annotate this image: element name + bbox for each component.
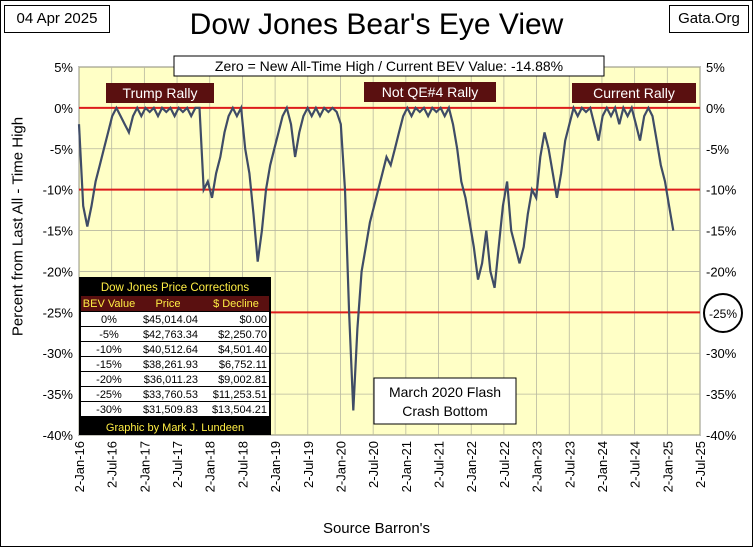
y-tick-label-right: -30% bbox=[706, 346, 737, 361]
y-tick-label-right: -20% bbox=[706, 264, 737, 279]
x-tick-label: 2-Jul-16 bbox=[105, 441, 120, 488]
x-tick-label: 2-Jan-16 bbox=[72, 441, 87, 492]
x-tick-label: 2-Jul-24 bbox=[628, 441, 643, 488]
banner-current-rally-bg bbox=[572, 83, 696, 103]
table-title: Dow Jones Price Corrections bbox=[101, 282, 250, 294]
table-row bbox=[81, 402, 269, 416]
table-cell-price: $36,011.23 bbox=[144, 374, 198, 386]
banner-trump-rally-bg bbox=[106, 83, 214, 103]
annotation-line-1: March 2020 Flash bbox=[389, 384, 501, 400]
y-tick-label: -40% bbox=[43, 428, 74, 443]
table-cell-bev: -10% bbox=[96, 344, 122, 356]
x-axis-label: Source Barron's bbox=[322, 520, 431, 537]
annotation-line-2: Crash Bottom bbox=[402, 403, 488, 419]
current-level-circle bbox=[703, 293, 743, 333]
price-corrections-table: Dow Jones Price Corrections BEV Value Pr… bbox=[79, 277, 271, 435]
table-rows: 0% $45,014.04 $0.00 -5% $42,763.34 $2,250.70 -… bbox=[81, 312, 269, 416]
x-tick-label: 2-Jul-19 bbox=[301, 441, 316, 488]
annotation-box bbox=[373, 377, 517, 425]
table-cell-decline: $13,504.21 bbox=[212, 404, 267, 416]
table-header-decline: $ Decline bbox=[213, 298, 259, 310]
y-tick-label-right: 0% bbox=[706, 101, 725, 116]
x-tick-labels: 2-Jan-16 2-Jul-16 2-Jan-17 2-Jul-17 2-Jan-18… bbox=[72, 441, 708, 492]
banner-not-qe4-rally: Not QE#4 Rally bbox=[382, 84, 478, 100]
y-tick-label: 5% bbox=[54, 60, 73, 75]
x-tick-label: 2-Jan-21 bbox=[399, 441, 414, 492]
table-cell-bev: -15% bbox=[96, 359, 122, 371]
info-box-text: Zero = New All-Time High / Current BEV V… bbox=[215, 58, 563, 74]
site-box: Gata.Org bbox=[669, 5, 749, 33]
y-tick-label: -5% bbox=[50, 142, 74, 157]
table-row bbox=[81, 372, 269, 386]
x-tick-label: 2-Jul-23 bbox=[562, 441, 577, 488]
table-header-price: Price bbox=[155, 298, 180, 310]
table-cell-decline: $4,501.40 bbox=[218, 344, 267, 356]
table-cell-decline: $9,002.81 bbox=[218, 374, 267, 386]
table-cell-bev: -30% bbox=[96, 404, 122, 416]
y-tick-label-right: -10% bbox=[706, 183, 737, 198]
banner-trump-rally: Trump Rally bbox=[123, 85, 198, 101]
series-line bbox=[77, 104, 675, 411]
y-tick-label: -30% bbox=[43, 346, 74, 361]
table-cell-decline: $2,250.70 bbox=[218, 329, 267, 341]
x-tick-label: 2-Jul-20 bbox=[366, 441, 381, 488]
y-tick-label-right: -5% bbox=[706, 142, 730, 157]
x-tick-label: 2-Jul-25 bbox=[693, 441, 708, 488]
table-credit: Graphic by Mark J. Lundeen bbox=[106, 422, 244, 434]
x-tick-label: 2-Jan-17 bbox=[137, 441, 152, 492]
table-header-bg bbox=[81, 296, 269, 311]
x-tick-label: 2-Jul-18 bbox=[235, 441, 250, 488]
x-tick-label: 2-Jan-20 bbox=[333, 441, 348, 492]
y-tick-labels-right: 5% 0% -5% -10% -15% -20% -30% -35% -40% bbox=[706, 60, 737, 443]
current-level-circle-label: -25% bbox=[709, 307, 737, 321]
table-cell-bev: -5% bbox=[99, 329, 119, 341]
table-row bbox=[81, 327, 269, 341]
table-row bbox=[81, 357, 269, 371]
table-cell-decline: $0.00 bbox=[239, 314, 267, 326]
y-tick-label: -35% bbox=[43, 387, 74, 402]
table-header-bev: BEV Value bbox=[83, 298, 135, 310]
table-cell-bev: -25% bbox=[96, 389, 122, 401]
table-cell-price: $45,014.04 bbox=[143, 314, 198, 326]
x-tick-label: 2-Jul-17 bbox=[170, 441, 185, 488]
x-tick-label: 2-Jan-19 bbox=[268, 441, 283, 492]
table-cell-price: $42,763.34 bbox=[143, 329, 198, 341]
y-tick-label: -20% bbox=[43, 264, 74, 279]
date-box: 04 Apr 2025 bbox=[4, 5, 110, 33]
chart-title: Dow Jones Bear's Eye View bbox=[189, 8, 564, 41]
x-tick-label: 2-Jul-21 bbox=[432, 441, 447, 488]
banner-current-rally: Current Rally bbox=[593, 85, 675, 101]
table-cell-price: $33,760.53 bbox=[143, 389, 198, 401]
y-tick-label: -10% bbox=[43, 183, 74, 198]
table-row bbox=[81, 312, 269, 326]
table-cell-decline: $6,752.11 bbox=[219, 359, 267, 371]
info-box bbox=[173, 55, 605, 77]
series-group bbox=[77, 104, 675, 411]
table-cell-price: $40,512.64 bbox=[143, 344, 198, 356]
x-tick-label: 2-Jan-22 bbox=[464, 441, 479, 492]
x-tick-label: 2-Jan-25 bbox=[660, 441, 675, 492]
y-tick-label-right: -35% bbox=[706, 387, 737, 402]
x-tick-label: 2-Jan-18 bbox=[203, 441, 218, 492]
x-tick-label: 2-Jan-23 bbox=[530, 441, 545, 492]
y-tick-label-right: 5% bbox=[706, 60, 725, 75]
y-tick-label: -15% bbox=[43, 224, 74, 239]
y-tick-labels-left: 5% 0% -5% -10% -15% -20% -25% -30% -35% -40% bbox=[43, 60, 74, 443]
y-tick-label: 0% bbox=[54, 101, 73, 116]
table-cell-price: $38,261.93 bbox=[143, 359, 198, 371]
banner-not-qe4-rally-bg bbox=[364, 82, 496, 102]
table-cell-bev: 0% bbox=[101, 314, 117, 326]
table-cell-bev: -20% bbox=[96, 374, 122, 386]
y-tick-label: -25% bbox=[43, 305, 74, 320]
table-cell-price: $31,509.83 bbox=[143, 404, 198, 416]
y-tick-label-right: -15% bbox=[706, 224, 737, 239]
y-tick-label-right: -40% bbox=[706, 428, 737, 443]
x-tick-label: 2-Jan-24 bbox=[595, 441, 610, 492]
table-cell-decline: $11,253.51 bbox=[213, 389, 267, 401]
table-row bbox=[81, 387, 269, 401]
y-axis-label: Percent from Last All - Time High bbox=[9, 116, 27, 337]
table-row bbox=[81, 342, 269, 356]
x-tick-label: 2-Jul-22 bbox=[497, 441, 512, 488]
